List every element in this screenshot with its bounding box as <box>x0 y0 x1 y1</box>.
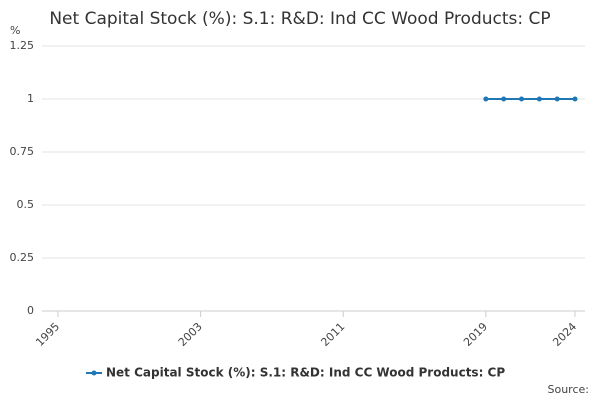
source: Source: <box>548 383 590 396</box>
y-tick-label: 1.25 <box>10 39 35 52</box>
x-tick-label: 2019 <box>461 320 490 349</box>
data-point <box>554 96 560 102</box>
y-tick-label: 0 <box>27 304 34 317</box>
x-tick-label: 2003 <box>176 320 205 349</box>
chart-title: Net Capital Stock (%): S.1: R&D: Ind CC … <box>49 9 550 29</box>
data-point <box>483 96 489 102</box>
x-tick-label: 2011 <box>318 320 347 349</box>
data-point <box>519 96 525 102</box>
x-tick-label: 2024 <box>550 320 579 349</box>
data-point <box>501 96 507 102</box>
x-tick-label: 1995 <box>33 320 62 349</box>
y-tick-label: 0.5 <box>17 198 35 211</box>
y-tick-label: 0.75 <box>10 145 35 158</box>
legend-marker <box>91 370 97 376</box>
y-tick-label: 1 <box>27 92 34 105</box>
legend-label: Net Capital Stock (%): S.1: R&D: Ind CC … <box>106 366 505 380</box>
y-unit: % <box>10 24 20 37</box>
data-point <box>572 96 578 102</box>
data-point <box>536 96 542 102</box>
y-tick-label: 0.25 <box>10 251 35 264</box>
